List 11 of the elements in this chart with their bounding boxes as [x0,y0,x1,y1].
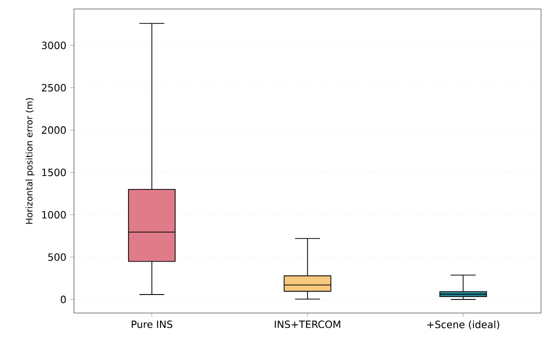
x-tick-label: Pure INS [132,320,172,328]
y-tick-label: 2500 [42,84,66,92]
y-tick-label: 0 [60,296,66,304]
x-tick-label: +Scene (ideal) [427,320,500,330]
x-tick-label: INS+TERCOM [274,320,340,328]
y-tick-label: 1500 [42,168,66,176]
y-tick-label: 1000 [42,210,66,219]
y-tick-label: 2000 [42,126,66,134]
y-tick-label: 500 [48,253,66,261]
y-axis-title: Horizontal position error (m) [26,98,34,224]
y-tick-label: 3000 [42,42,66,50]
